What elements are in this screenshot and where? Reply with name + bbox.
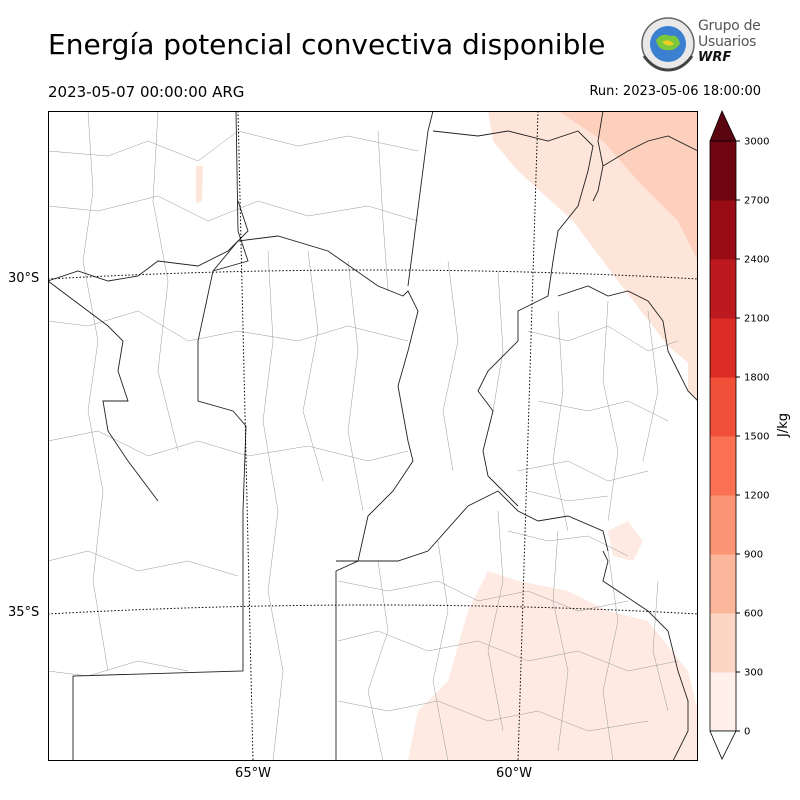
- colorbar-tick-label: 2400: [744, 255, 769, 266]
- logo-line-2: Usuarios: [698, 34, 757, 50]
- cape-shade-nw-spot: [196, 166, 203, 203]
- lat-label-30s: 30°S: [8, 271, 40, 286]
- cape-shade-se-patch: [608, 521, 643, 561]
- colorbar-bin: [710, 613, 736, 673]
- cape-shade-ne-edge: [688, 351, 698, 401]
- lon-label-60w: 60°W: [496, 766, 532, 781]
- lon-label-65w: 65°W: [235, 766, 271, 781]
- colorbar-tick-label: 900: [744, 550, 763, 561]
- colorbar-tick-label: 2100: [744, 314, 769, 325]
- colorbar-tick-label: 1500: [744, 432, 769, 443]
- colorbar-unit-label: J/kg: [776, 413, 791, 437]
- department-boundaries: [48, 111, 679, 761]
- lat-label-35s: 35°S: [8, 605, 40, 620]
- colorbar-tick-label: 300: [744, 668, 763, 679]
- colorbar-tick-label: 3000: [744, 137, 769, 148]
- colorbar-bin: [710, 200, 736, 260]
- colorbar-bin: [710, 672, 736, 732]
- colorbar-bin: [710, 141, 736, 201]
- cape-shade-ne-mid: [558, 111, 698, 261]
- logo-line-1: Grupo de: [698, 18, 761, 34]
- coastline: [602, 550, 689, 761]
- cape-shade-se: [408, 571, 698, 761]
- run-time: Run: 2023-05-06 18:00:00: [589, 84, 761, 99]
- colorbar-bins: [709, 140, 737, 732]
- colorbar: 0 300 600 900 1200 1500 1800 2100 2400 2700 3000: [709, 109, 769, 760]
- colorbar-tick-label: 1800: [744, 373, 769, 384]
- colorbar-bin: [710, 377, 736, 437]
- cape-map: [48, 111, 698, 761]
- logo-line-3: WRF: [698, 50, 732, 65]
- graticule: [48, 111, 698, 761]
- colorbar-bin: [710, 554, 736, 614]
- colorbar-min-arrow: [709, 730, 737, 760]
- colorbar-extend-arrow: [709, 109, 737, 142]
- colorbar-bin: [710, 259, 736, 319]
- colorbar-tick-label: 0: [744, 727, 750, 738]
- colorbar-ticks: 0 300 600 900 1200 1500 1800 2100 2400 2700 3000: [736, 137, 769, 738]
- colorbar-bin: [710, 436, 736, 496]
- province-boundaries: [48, 111, 698, 761]
- colorbar-bin: [710, 495, 736, 555]
- colorbar-bin: [710, 318, 736, 378]
- valid-time: 2023-05-07 00:00:00 ARG: [48, 83, 245, 101]
- colorbar-tick-label: 2700: [744, 196, 769, 207]
- colorbar-tick-label: 600: [744, 609, 763, 620]
- wrf-logo: Grupo de Usuarios WRF: [640, 16, 765, 72]
- globe-seal-icon: [641, 17, 695, 72]
- chart-title: Energía potencial convectiva disponible: [48, 28, 606, 61]
- colorbar-tick-label: 1200: [744, 491, 769, 502]
